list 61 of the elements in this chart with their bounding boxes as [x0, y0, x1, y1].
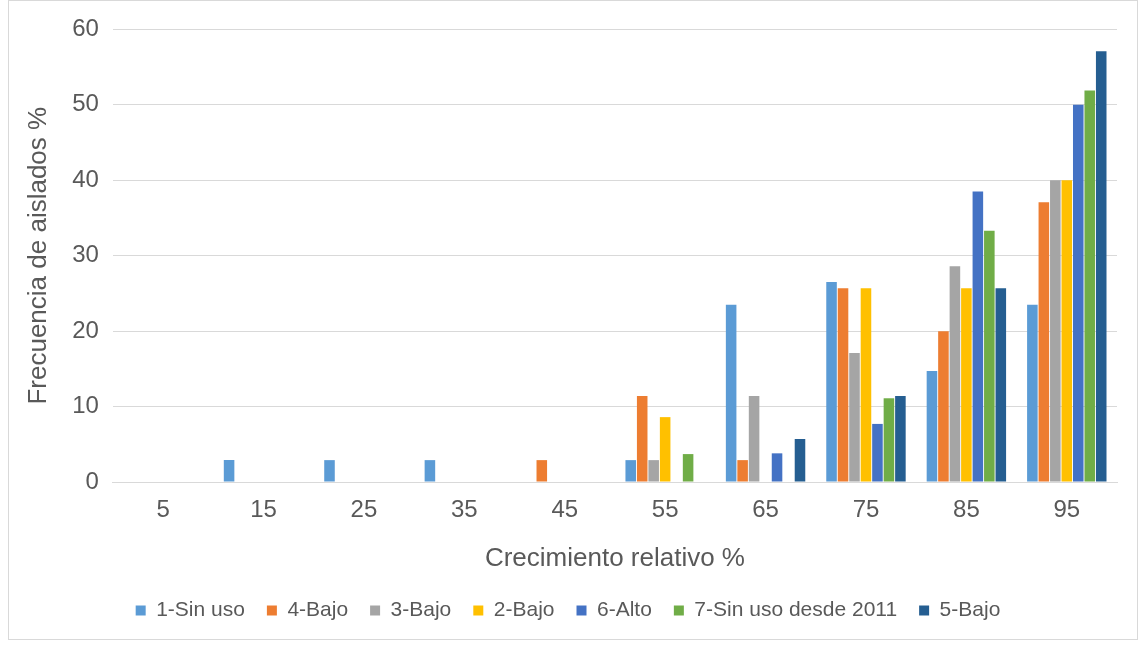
bar [926, 371, 938, 482]
bar [826, 282, 837, 482]
x-tick-label: 5 [156, 495, 170, 523]
bar [223, 460, 235, 482]
legend-label: 5-Bajo [939, 597, 1001, 621]
x-tick-label: 45 [551, 495, 579, 523]
y-tick-label: 40 [72, 164, 99, 192]
bar [748, 396, 760, 482]
bar [1038, 202, 1050, 482]
x-tick-label: 15 [250, 495, 277, 523]
y-tick-label: 20 [72, 315, 99, 343]
bar [725, 304, 737, 482]
x-axis-title: Crecimiento relativo % [484, 541, 745, 572]
bar [648, 460, 659, 482]
bar [424, 460, 436, 482]
bar [1072, 104, 1084, 482]
bar [324, 460, 335, 482]
bar [849, 353, 860, 482]
y-axis-title: Frecuencia de aislados % [21, 106, 52, 405]
bar [872, 423, 883, 482]
x-tick-label: 35 [450, 495, 478, 523]
bar [794, 439, 806, 482]
bar [895, 396, 906, 482]
legend-label: 7-Sin uso desde 2011 [694, 597, 898, 621]
bar [737, 460, 748, 482]
y-tick-label: 30 [72, 240, 99, 268]
x-tick-label: 95 [1053, 495, 1081, 523]
bar [1061, 180, 1073, 482]
y-tick-label: 60 [72, 14, 99, 42]
bar [972, 191, 984, 482]
y-tick-label: 0 [85, 466, 99, 494]
bar [961, 288, 972, 482]
legend-label: 3-Bajo [390, 597, 452, 621]
bar [682, 454, 694, 482]
y-tick-label: 50 [72, 89, 99, 117]
y-tick-label: 10 [72, 391, 99, 419]
bar [771, 453, 783, 482]
bar [536, 460, 548, 482]
bar [883, 398, 895, 482]
bar [659, 417, 671, 482]
bar [938, 331, 949, 482]
bar [625, 460, 637, 482]
bar [837, 288, 849, 482]
bar [949, 266, 961, 482]
x-tick-label: 85 [953, 495, 980, 523]
bar [995, 288, 1007, 482]
bar [636, 396, 648, 482]
x-tick-label: 65 [752, 495, 779, 523]
bar [1084, 90, 1096, 482]
legend-label: 2-Bajo [493, 597, 555, 621]
legend-label: 1-Sin uso [156, 597, 245, 621]
bar [1027, 304, 1038, 482]
legend-label: 6-Alto [597, 597, 652, 621]
bar [860, 288, 872, 482]
bar [1095, 51, 1107, 482]
legend-label: 4-Bajo [287, 597, 349, 621]
x-tick-label: 55 [651, 495, 679, 523]
bar [1050, 180, 1061, 482]
x-tick-label: 25 [350, 495, 378, 523]
bar [984, 230, 995, 482]
x-tick-label: 75 [852, 495, 880, 523]
